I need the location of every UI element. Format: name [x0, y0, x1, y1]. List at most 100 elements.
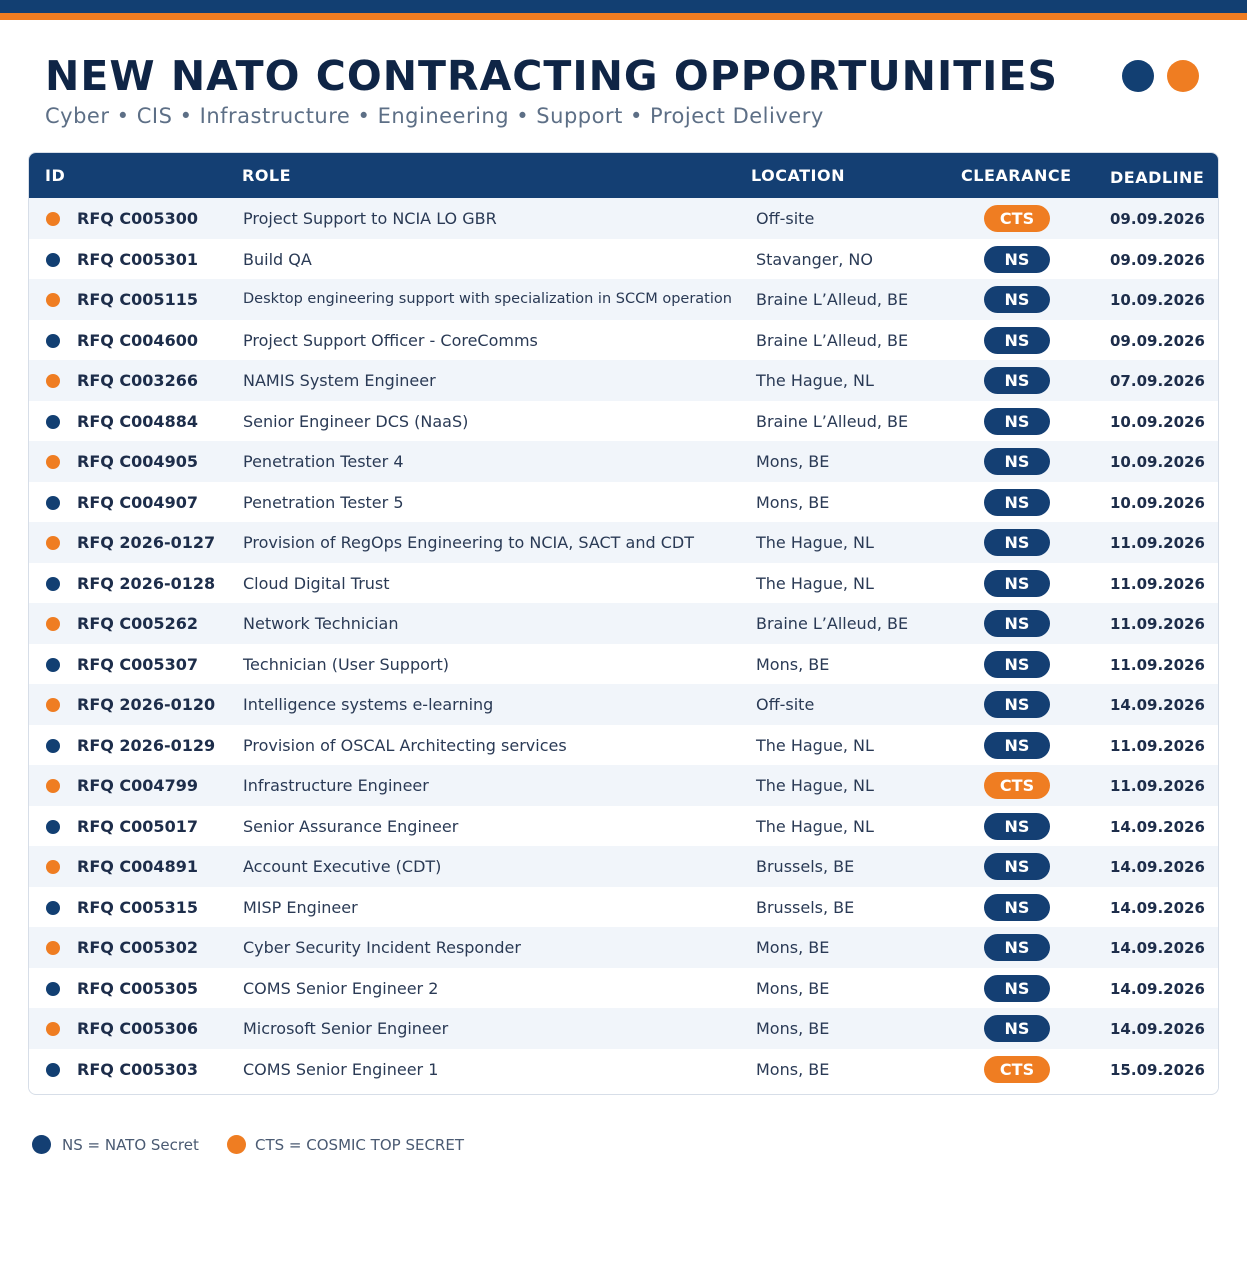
column-header-location: LOCATION [751, 166, 845, 185]
table-row[interactable]: RFQ C004891 Account Executive (CDT) Brusse… [29, 846, 1218, 887]
clearance-badge: NS [984, 812, 1050, 840]
rfq-id: RFQ C005303 [77, 1059, 198, 1079]
rfq-id: RFQ C005300 [77, 209, 198, 228]
table-row[interactable]: RFQ C004884 Senior Engineer DCS (NaaS) Bra… [29, 400, 1218, 441]
role-title: Cyber Security Incident Responder [243, 938, 521, 957]
top-bar-accent [0, 13, 1247, 20]
location: Stavanger, NO [756, 249, 873, 269]
clearance-badge: NS [984, 610, 1050, 637]
table-row[interactable]: RFQ C005017 Senior Assurance Engineer The … [29, 805, 1218, 846]
location: The Hague, NL [756, 776, 874, 795]
clearance-badge: NS [984, 731, 1050, 759]
table-row[interactable]: RFQ C005300 Project Support to NCIA LO GB… [29, 198, 1218, 239]
clearance-badge: CTS [984, 1055, 1050, 1083]
role-title: Build QA [243, 249, 312, 269]
location: The Hague, NL [756, 533, 874, 552]
navy-dot-icon [46, 738, 60, 753]
rfq-id: RFQ C005262 [77, 614, 198, 633]
location: The Hague, NL [756, 573, 874, 593]
role-title: Network Technician [243, 614, 399, 633]
orange-dot-icon [46, 941, 60, 955]
ns-legend-dot-icon [32, 1135, 51, 1154]
clearance-badge: NS [984, 286, 1050, 313]
rfq-id: RFQ C005301 [77, 249, 198, 269]
table-row[interactable]: RFQ 2026-0120 Intelligence systems e-lear… [29, 684, 1218, 725]
table-row[interactable]: RFQ C005303 COMS Senior Engineer 1 Mons, B… [29, 1048, 1218, 1089]
table-row[interactable]: RFQ C004799 Infrastructure Engineer The Ha… [29, 765, 1218, 806]
location: Braine L’Alleud, BE [756, 290, 909, 309]
table-row[interactable]: RFQ C005115 Desktop engineering support w… [29, 279, 1218, 320]
table-row[interactable]: RFQ C004905 Penetration Tester 4 Mons, BE N… [29, 441, 1218, 482]
clearance-badge: NS [984, 1015, 1050, 1042]
location: Braine L’Alleud, BE [756, 614, 909, 633]
table-row[interactable]: RFQ C004600 Project Support Officer - Cor… [29, 319, 1218, 360]
deadline: 10.09.2026 [1110, 493, 1205, 512]
role-title: COMS Senior Engineer 1 [243, 1059, 439, 1079]
deadline: 09.09.2026 [1110, 250, 1205, 269]
rfq-id: RFQ C005115 [77, 290, 198, 309]
clearance-badge: NS [984, 691, 1050, 718]
role-title: Intelligence systems e-learning [243, 695, 494, 714]
deadline: 11.09.2026 [1110, 574, 1205, 593]
orange-dot-icon [46, 698, 60, 712]
rfq-id: RFQ 2026-0120 [77, 695, 216, 714]
deadline: 07.09.2026 [1110, 372, 1205, 390]
table-row[interactable]: RFQ C003266 NAMIS System Engineer The Hagu… [29, 360, 1218, 401]
table-row[interactable]: RFQ C005307 Technician (User Support) Mons… [29, 643, 1218, 684]
role-title: MISP Engineer [243, 897, 358, 917]
role-title: Project Support to NCIA LO GBR [243, 209, 497, 228]
clearance-badge: NS [984, 569, 1050, 597]
location: The Hague, NL [756, 735, 874, 755]
column-header-deadline: DEADLINE [1110, 168, 1205, 187]
clearance-badge: NS [984, 326, 1050, 354]
rfq-id: RFQ C004799 [77, 776, 198, 795]
role-title: Infrastructure Engineer [243, 776, 429, 795]
role-title: Project Support Officer - CoreComms [243, 330, 538, 350]
opportunities-table: ID ROLE LOCATION CLEARANCE DEADLINE RFQ … [28, 152, 1219, 1095]
table-row[interactable]: RFQ 2026-0127 Provision of RegOps Enginee… [29, 522, 1218, 563]
orange-dot-icon [46, 860, 60, 874]
deadline: 11.09.2026 [1110, 615, 1205, 633]
orange-dot-icon [46, 536, 60, 550]
navy-dot-icon [46, 819, 60, 834]
column-header-clearance: CLEARANCE [961, 166, 1072, 185]
table-row[interactable]: RFQ C005306 Microsoft Senior Engineer Mons… [29, 1008, 1218, 1049]
role-title: Penetration Tester 4 [243, 452, 404, 471]
deadline: 14.09.2026 [1110, 817, 1205, 836]
location: Mons, BE [756, 938, 830, 957]
navy-dot-icon [1122, 60, 1154, 92]
location: The Hague, NL [756, 371, 874, 390]
navy-dot-icon [46, 900, 60, 915]
deadline: 10.09.2026 [1110, 291, 1205, 309]
table-row[interactable]: RFQ C005302 Cyber Security Incident Respo… [29, 927, 1218, 968]
table-row[interactable]: RFQ C005301 Build QA Stavanger, NO NS 09.09.… [29, 238, 1218, 279]
table-row[interactable]: RFQ C004907 Penetration Tester 5 Mons, BE N… [29, 481, 1218, 522]
rfq-id: RFQ C005307 [77, 654, 198, 674]
rfq-id: RFQ C005017 [77, 816, 198, 836]
table-row[interactable]: RFQ C005315 MISP Engineer Brussels, BE NS 14… [29, 886, 1218, 927]
orange-dot-icon [1167, 60, 1199, 92]
navy-dot-icon [46, 981, 60, 996]
role-title: Provision of OSCAL Architecting services [243, 735, 567, 755]
orange-dot-icon [46, 293, 60, 307]
table-row[interactable]: RFQ C005262 Network Technician Braine L’Al… [29, 603, 1218, 644]
orange-dot-icon [46, 374, 60, 388]
clearance-badge: CTS [984, 205, 1050, 232]
table-row[interactable]: RFQ 2026-0128 Cloud Digital Trust The Hagu… [29, 562, 1218, 603]
clearance-badge: NS [984, 367, 1050, 394]
role-title: Senior Engineer DCS (NaaS) [243, 411, 469, 431]
rfq-id: RFQ C005305 [77, 978, 198, 998]
table-row[interactable]: RFQ C005305 COMS Senior Engineer 2 Mons, B… [29, 967, 1218, 1008]
role-title: COMS Senior Engineer 2 [243, 978, 439, 998]
clearance-badge: NS [984, 529, 1050, 556]
rfq-id: RFQ C005302 [77, 938, 198, 957]
legend-ns-text: NS = NATO Secret [62, 1136, 199, 1154]
clearance-badge: NS [984, 974, 1050, 1002]
rfq-id: RFQ 2026-0129 [77, 735, 216, 755]
table-row[interactable]: RFQ 2026-0129 Provision of OSCAL Architec… [29, 724, 1218, 765]
role-title: Cloud Digital Trust [243, 573, 390, 593]
column-header-role: ROLE [242, 166, 292, 185]
rfq-id: RFQ C003266 [77, 371, 198, 390]
clearance-badge: NS [984, 448, 1050, 475]
orange-dot-icon [46, 455, 60, 469]
